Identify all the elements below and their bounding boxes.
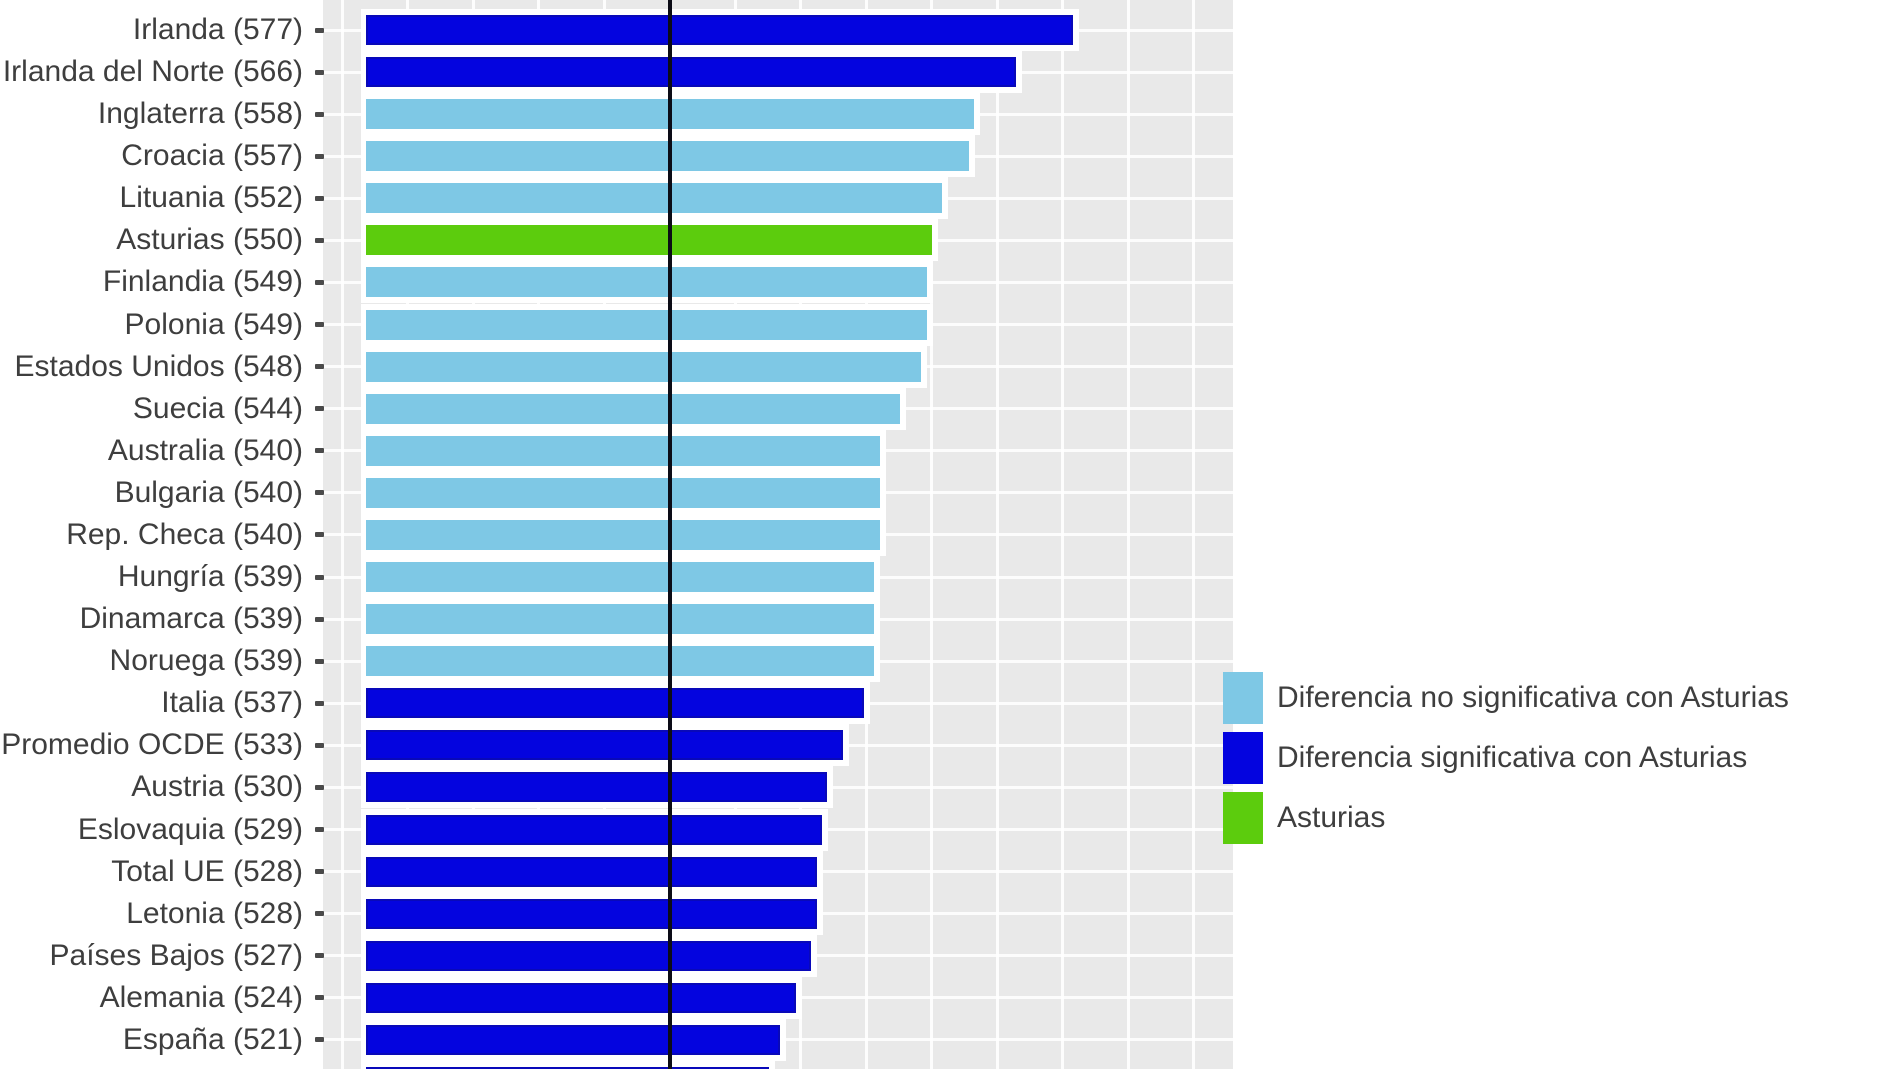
legend-swatch-asturias — [1223, 792, 1263, 844]
legend-swatch-significant — [1223, 732, 1263, 784]
axis-tick — [315, 574, 324, 580]
category-label: Promedio OCDE (533) — [1, 728, 303, 762]
category-label: Total UE (528) — [111, 854, 303, 888]
bar-outline — [361, 1061, 776, 1069]
legend-item: Diferencia no significativa con Asturias — [1223, 672, 1899, 724]
axis-tick — [315, 322, 324, 328]
bar — [366, 57, 1016, 88]
category-label: Finlandia (549) — [102, 265, 303, 299]
category-label: Austria (530) — [131, 770, 303, 804]
category-label: Hungría (539) — [117, 560, 303, 594]
category-label: Polonia (549) — [124, 307, 303, 341]
bar — [366, 309, 927, 340]
legend-label: Asturias — [1277, 801, 1386, 834]
category-label: Italia (537) — [161, 686, 303, 720]
bar — [366, 688, 864, 719]
category-label: Asturias (550) — [116, 223, 303, 257]
category-label: Suecia (544) — [132, 391, 303, 425]
category-label: Noruega (539) — [109, 644, 303, 678]
category-label: Inglaterra (558) — [97, 97, 303, 131]
axis-tick — [315, 111, 324, 117]
axis-tick — [315, 490, 324, 496]
axis-tick — [315, 911, 324, 917]
axis-tick — [315, 237, 324, 243]
axis-tick — [315, 742, 324, 748]
bar — [366, 772, 828, 803]
category-label: Letonia (528) — [126, 896, 303, 930]
category-label: Alemania (524) — [99, 980, 303, 1014]
category-label: España (521) — [122, 1022, 303, 1056]
axis-tick — [315, 995, 324, 1001]
bar — [366, 646, 875, 677]
axis-tick — [315, 406, 324, 412]
bar — [366, 562, 875, 593]
axis-tick — [315, 153, 324, 159]
legend-label: Diferencia no significativa con Asturias — [1277, 681, 1789, 714]
axis-tick — [315, 532, 324, 538]
bar — [366, 393, 901, 424]
axis-tick — [315, 1037, 324, 1043]
category-label: Países Bajos (527) — [49, 938, 303, 972]
axis-tick — [315, 279, 324, 285]
legend-item: Asturias — [1223, 792, 1899, 844]
category-label: Rep. Checa (540) — [66, 517, 303, 551]
category-label: Eslovaquia (529) — [77, 812, 303, 846]
axis-tick — [315, 658, 324, 664]
bar — [366, 477, 880, 508]
bar — [366, 225, 932, 256]
axis-tick — [315, 448, 324, 454]
axis-tick — [315, 195, 324, 201]
axis-tick — [315, 616, 324, 622]
bar — [366, 982, 796, 1013]
category-label: Irlanda del Norte (566) — [2, 55, 303, 89]
category-label: Lituania (552) — [119, 181, 303, 215]
bar — [366, 15, 1074, 45]
category-label: Australia (540) — [107, 433, 303, 467]
bar — [366, 519, 880, 550]
bar — [366, 435, 880, 466]
bar — [366, 940, 812, 971]
category-label: Bulgaria (540) — [114, 475, 303, 509]
axis-tick — [315, 364, 324, 370]
axis-tick — [315, 700, 324, 706]
bar — [366, 1024, 780, 1055]
bar — [366, 267, 927, 298]
axis-tick — [315, 827, 324, 833]
legend-item: Diferencia significativa con Asturias — [1223, 732, 1899, 784]
axis-tick — [315, 69, 324, 75]
bar — [366, 183, 943, 214]
bar — [366, 351, 922, 382]
axis-tick — [315, 784, 324, 790]
bar — [366, 730, 843, 761]
bar — [366, 898, 817, 929]
category-label: Irlanda (577) — [132, 13, 303, 46]
bar — [366, 141, 969, 172]
bar — [366, 814, 822, 845]
category-label: Dinamarca (539) — [79, 602, 303, 636]
axis-tick — [315, 953, 324, 959]
axis-tick — [315, 869, 324, 875]
reference-line — [667, 0, 672, 1069]
category-label: Croacia (557) — [121, 139, 303, 173]
legend-label: Diferencia significativa con Asturias — [1277, 741, 1748, 774]
bar — [366, 856, 817, 887]
axis-tick — [315, 27, 324, 33]
category-label: Estados Unidos (548) — [14, 349, 304, 383]
bar-clipped-bottom — [366, 1067, 770, 1069]
bar — [366, 604, 875, 635]
legend-swatch-not_significant — [1223, 672, 1263, 724]
